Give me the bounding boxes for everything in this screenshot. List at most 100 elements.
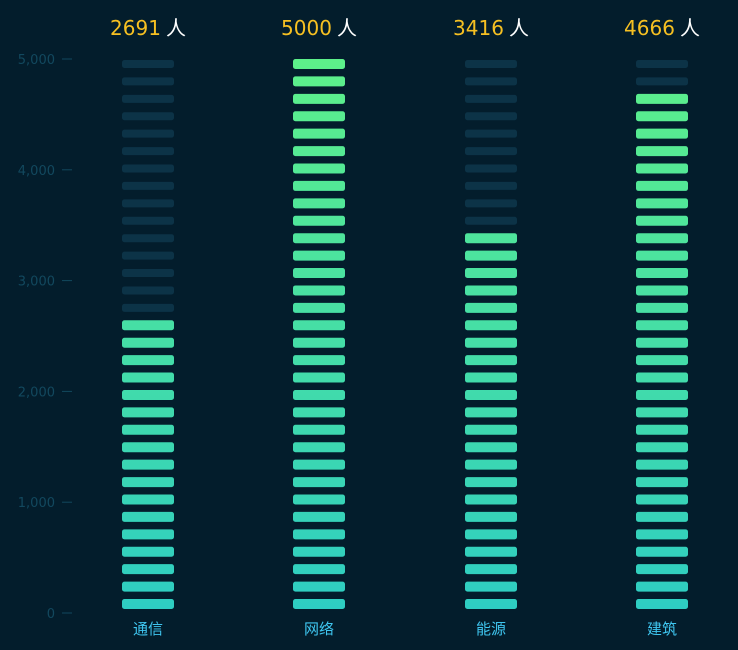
bar-segment-filled (636, 581, 688, 592)
y-tick-label: 0 (47, 607, 55, 622)
bar-segment-filled (293, 320, 345, 331)
value-unit: 人 (337, 16, 357, 40)
bar-segment-empty (465, 94, 517, 103)
bar-segment-filled (293, 268, 345, 279)
bar-segment-empty (465, 181, 517, 190)
bar-segment-filled (636, 442, 688, 453)
bar-segment-empty (122, 269, 174, 278)
bars (122, 59, 688, 609)
bar-segment-filled (122, 337, 174, 348)
bar-segment-empty (122, 234, 174, 243)
bar-segment-filled (636, 146, 688, 157)
bar-segment-filled (636, 337, 688, 348)
bar-segment-filled (465, 546, 517, 557)
bar-segment-filled (122, 564, 174, 575)
bar-segment-filled (293, 215, 345, 226)
bar-segment-filled (293, 146, 345, 157)
bar-segment-filled (293, 407, 345, 418)
bar-0 (122, 60, 174, 609)
bar-segment-filled (293, 355, 345, 366)
bar-segment-filled (293, 233, 345, 244)
value-label: 3416 人 (453, 16, 529, 40)
bar-segment-filled (636, 459, 688, 470)
bar-segment-filled (293, 546, 345, 557)
value-unit: 人 (509, 16, 529, 40)
bar-segment-empty (465, 147, 517, 156)
bar-segment-filled (293, 477, 345, 488)
y-tick-label: 3,000 (18, 275, 55, 290)
bar-segment-filled (293, 337, 345, 348)
bar-segment-filled (636, 546, 688, 557)
bar-segment-empty (122, 251, 174, 260)
bar-segment-filled (122, 372, 174, 383)
bar-segment-filled (465, 599, 517, 609)
value-number: 5000 (281, 16, 332, 40)
bar-segment-empty (122, 60, 174, 68)
y-axis: 0 1,000 2,000 3,000 4,000 5,000 (18, 53, 72, 622)
bar-segment-filled (122, 599, 174, 609)
bar-segment-filled (465, 529, 517, 540)
bar-segment-filled (122, 424, 174, 435)
bar-segment-empty (122, 164, 174, 173)
bar-segment-empty (122, 181, 174, 190)
bar-segment-empty (122, 199, 174, 208)
bar-segment-filled (636, 407, 688, 418)
bar-segment-filled (636, 93, 688, 104)
bar-segment-filled (636, 599, 688, 609)
bar-segment-filled (636, 111, 688, 122)
bar-segment-filled (636, 511, 688, 522)
y-tick-label: 5,000 (18, 53, 55, 68)
bar-segment-filled (122, 581, 174, 592)
bar-segment-filled (122, 442, 174, 453)
bar-segment-filled (636, 198, 688, 209)
bar-segment-filled (293, 128, 345, 139)
bar-segment-filled (636, 163, 688, 174)
y-tick-label: 2,000 (18, 385, 55, 400)
bar-segment-filled (465, 511, 517, 522)
bar-segment-filled (465, 407, 517, 418)
value-unit: 人 (680, 16, 700, 40)
bar-segment-empty (122, 303, 174, 312)
bar-segment-filled (293, 581, 345, 592)
bar-segment-filled (636, 372, 688, 383)
bar-segment-filled (465, 285, 517, 296)
bar-segment-filled (293, 163, 345, 174)
bar-segment-filled (465, 233, 517, 244)
bar-segment-empty (465, 112, 517, 121)
bar-segment-filled (122, 320, 174, 331)
bar-segment-filled (465, 320, 517, 331)
bar-segment-filled (122, 355, 174, 366)
bar-segment-empty (122, 112, 174, 121)
bar-segment-filled (465, 250, 517, 261)
bar-segment-filled (465, 302, 517, 313)
y-tick-label: 1,000 (18, 496, 55, 511)
bar-segment-filled (293, 180, 345, 191)
value-label: 4666 人 (624, 16, 700, 40)
bar-segment-filled (293, 372, 345, 383)
bar-segment-filled (465, 459, 517, 470)
bar-segment-empty (465, 199, 517, 208)
bar-segment-filled (293, 285, 345, 296)
bar-segment-filled (465, 581, 517, 592)
bar-segment-filled (636, 424, 688, 435)
bar-segment-filled (636, 250, 688, 261)
bar-segment-filled (293, 250, 345, 261)
bar-segment-filled (122, 389, 174, 400)
bar-segment-empty (122, 94, 174, 103)
bar-segment-filled (465, 564, 517, 575)
bar-segment-empty (122, 286, 174, 295)
value-number: 2691 (110, 16, 161, 40)
bar-segment-filled (636, 320, 688, 331)
bar-segment-filled (465, 268, 517, 279)
value-number: 3416 (453, 16, 504, 40)
bar-segment-filled (465, 355, 517, 366)
bar-segment-filled (293, 198, 345, 209)
bar-segment-filled (636, 494, 688, 505)
bar-1 (293, 59, 345, 609)
bar-segment-filled (293, 494, 345, 505)
bar-segment-filled (293, 389, 345, 400)
bar-segment-filled (636, 268, 688, 279)
bar-segment-filled (636, 529, 688, 540)
bar-segment-filled (122, 459, 174, 470)
